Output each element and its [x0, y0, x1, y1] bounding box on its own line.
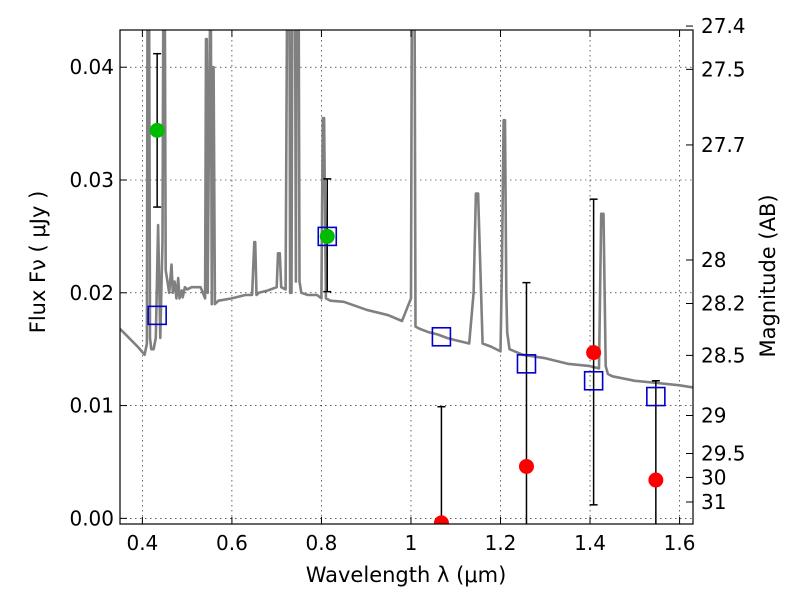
model-photometry-square — [431, 326, 452, 347]
y2-tick-label: 28.2 — [701, 292, 746, 316]
non-detection-point — [433, 515, 449, 524]
y-tick-label: 0.01 — [69, 394, 114, 418]
plot-area — [120, 30, 693, 524]
non-detection-point — [586, 345, 602, 361]
y2-tick-label: 27.7 — [701, 133, 746, 157]
y-tick-label: 0.02 — [69, 281, 114, 305]
x-tick-label: 1.2 — [485, 531, 517, 555]
x-tick-label: 1 — [405, 531, 418, 555]
y2-tick-label: 27.4 — [701, 14, 746, 38]
y2-tick-label: 30 — [701, 465, 726, 489]
detection-point — [149, 122, 165, 138]
model-photometry-square — [516, 354, 537, 374]
detection-point — [319, 228, 335, 244]
y2-tick-label: 31 — [701, 490, 726, 514]
x-axis-title: Wavelength λ (μm) — [306, 563, 507, 587]
y2-tick-label: 27.5 — [701, 57, 746, 81]
axis-ticks: 0.4 0.6 0.8 1 1.2 1.4 1.6 0.00 0.01 0.02 0.03 0.04 2… — [69, 14, 745, 555]
x-tick-label: 0.4 — [126, 531, 158, 555]
spectrum-line — [120, 30, 693, 389]
x-tick-label: 1.6 — [664, 531, 696, 555]
y-tick-label: 0.03 — [69, 168, 114, 192]
non-detection-point — [648, 472, 664, 488]
y-tick-label: 0.00 — [69, 506, 114, 530]
x-tick-label: 0.8 — [306, 531, 338, 555]
x-tick-label: 0.6 — [216, 531, 248, 555]
y2-axis-title: Magnitude (AB) — [756, 194, 780, 357]
y2-tick-label: 28 — [701, 248, 726, 272]
y2-tick-label: 28.5 — [701, 343, 746, 367]
model-photometry-square — [317, 226, 338, 247]
x-tick-label: 1.4 — [574, 531, 606, 555]
model-photometry-square — [147, 305, 167, 326]
y2-tick-label: 29 — [701, 404, 726, 428]
y2-tick-label: 29.5 — [701, 442, 746, 466]
plot-frame — [119, 29, 694, 525]
model-photometry-square — [583, 370, 604, 391]
model-photometry-square — [646, 386, 666, 407]
y-axis-title: Flux Fν ( μJy ) — [26, 191, 50, 334]
y-tick-label: 0.04 — [69, 55, 114, 79]
non-detection-point — [518, 458, 534, 474]
